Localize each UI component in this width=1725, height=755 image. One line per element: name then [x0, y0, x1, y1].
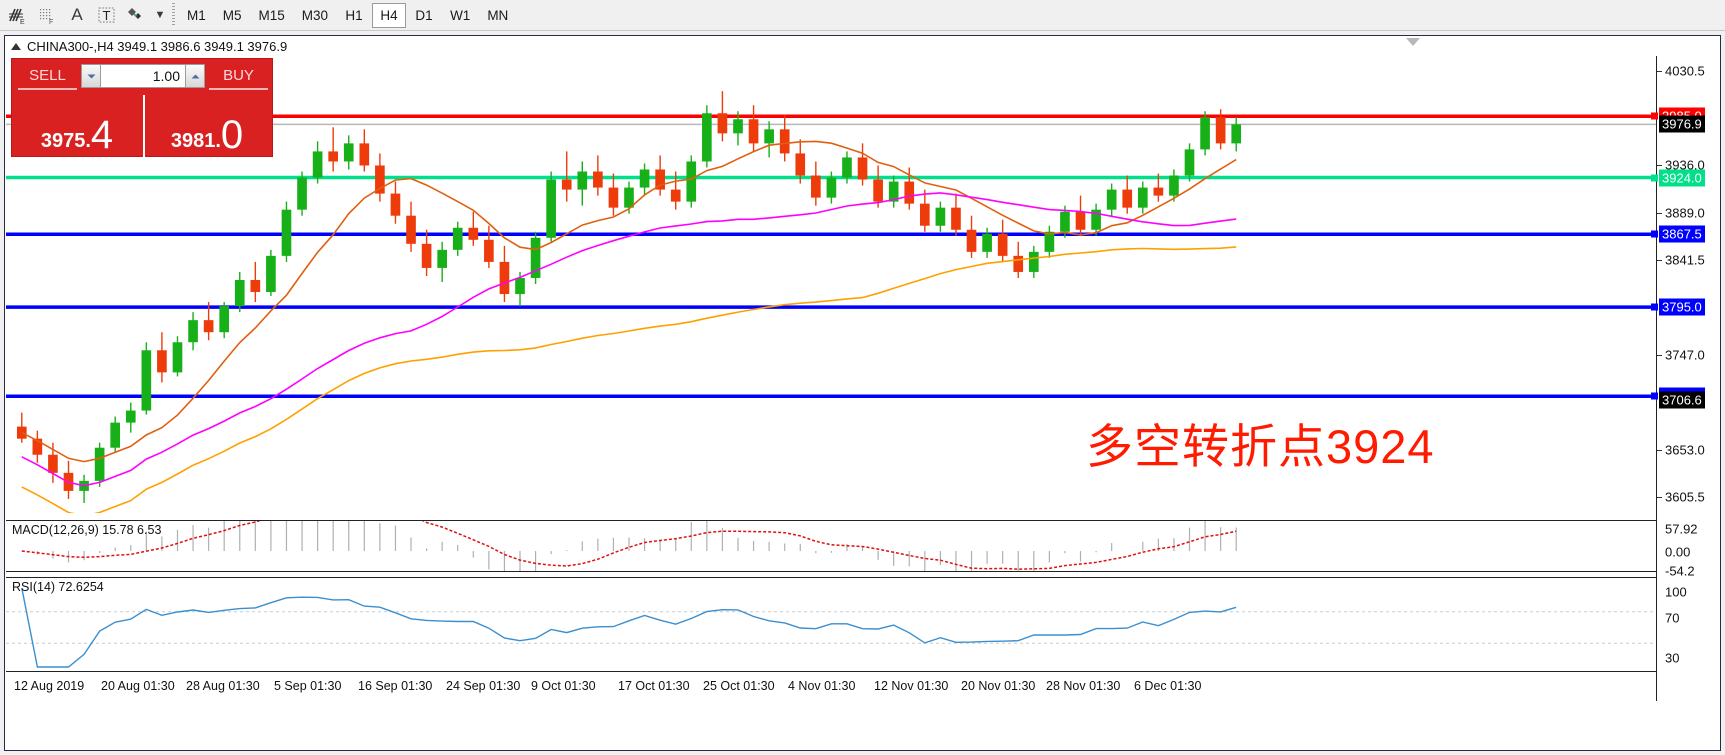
sell-button[interactable]: SELL [18, 63, 77, 90]
timeframe-mn[interactable]: MN [487, 7, 509, 23]
price-axis-label: 3841.5 [1665, 252, 1705, 268]
rsi-pane[interactable]: RSI(14) 72.6254 [6, 577, 1656, 670]
sell-price-dot: . [85, 130, 91, 152]
price-axis-label: 3889.0 [1665, 205, 1705, 221]
time-axis-label: 28 Aug 01:30 [186, 679, 260, 693]
time-axis-label: 20 Aug 01:30 [101, 679, 175, 693]
buy-price[interactable]: 3981 . 0 [142, 91, 272, 157]
timeframe-m5[interactable]: M5 [222, 7, 242, 23]
time-axis-label: 9 Oct 01:30 [531, 679, 596, 693]
price-axis-label: 3653.0 [1665, 442, 1705, 458]
sell-price-fraction: 4 [90, 112, 114, 157]
price-axis-label: 3747.0 [1665, 347, 1705, 363]
chart-header: CHINA300-,H4 3949.1 3986.6 3949.1 3976.9 [5, 36, 1720, 56]
time-axis-label: 24 Sep 01:30 [446, 679, 521, 693]
text-icon[interactable]: A [71, 5, 83, 24]
buy-price-dot: . [215, 130, 221, 152]
text-label-icon[interactable]: T [92, 2, 122, 28]
time-axis-label: 20 Nov 01:30 [961, 679, 1036, 693]
macd-plot [21, 521, 1237, 571]
volume-increase-icon[interactable] [185, 64, 205, 88]
trade-panel-prices: 3975 . 4 3981 . 0 [12, 91, 272, 157]
chart-symbol-info: CHINA300-,H4 3949.1 3986.6 3949.1 3976.9 [27, 38, 288, 54]
time-axis-label: 12 Nov 01:30 [874, 679, 949, 693]
rsi-axis-label-100: 100 [1665, 584, 1687, 600]
time-axis-label: 16 Sep 01:30 [358, 679, 433, 693]
price-chart-pane[interactable]: 多空转折点3924 [6, 56, 1656, 513]
trade-panel-divider [143, 95, 145, 157]
macd-pane[interactable]: MACD(12,26,9) 15.78 6.53 [6, 520, 1656, 572]
indicator-axis: 57.92 0.00 -54.2 100 70 30 [1656, 520, 1720, 701]
timeframe-m1[interactable]: M1 [187, 7, 206, 23]
price-axis-chip[interactable]: 3795.0 [1659, 298, 1705, 316]
toolbar-separator [172, 3, 175, 27]
chevron-down-icon[interactable] [1406, 38, 1420, 46]
time-axis-label: 28 Nov 01:30 [1046, 679, 1121, 693]
price-axis-tick [1657, 449, 1662, 451]
price-axis-chip[interactable]: 3924.0 [1659, 169, 1705, 187]
price-axis-tick [1657, 165, 1662, 167]
macd-label: MACD(12,26,9) 15.78 6.53 [12, 523, 162, 537]
price-candles [6, 91, 1656, 513]
time-axis-label: 25 Oct 01:30 [703, 679, 775, 693]
price-level-marker [1651, 112, 1658, 120]
price-level-marker [1651, 392, 1658, 400]
chart-window: CHINA300-,H4 3949.1 3986.6 3949.1 3976.9… [4, 35, 1721, 751]
timeframe-d1[interactable]: D1 [415, 7, 433, 23]
volume-decrease-icon[interactable] [81, 64, 101, 88]
sell-price[interactable]: 3975 . 4 [12, 91, 142, 157]
objects-icon[interactable] [122, 2, 152, 28]
rsi-axis-label-70: 70 [1665, 610, 1680, 626]
time-axis[interactable]: 12 Aug 2019 20 Aug 01:30 28 Aug 01:30 5 Sep… [6, 671, 1656, 701]
rsi-label: RSI(14) 72.6254 [12, 580, 104, 594]
price-level-marker [1651, 230, 1658, 238]
macd-axis-label-min: -54.2 [1665, 563, 1695, 579]
rsi-axis-label-30: 30 [1665, 650, 1680, 666]
timeframe-m15[interactable]: M15 [258, 7, 285, 23]
time-axis-label: 17 Oct 01:30 [618, 679, 690, 693]
volume-stepper[interactable]: 1.00 [81, 64, 205, 88]
svg-text:E: E [20, 19, 25, 25]
buy-price-integer: 3981 [170, 130, 216, 152]
price-level-marker [1651, 174, 1658, 182]
price-axis-tick [1657, 70, 1662, 72]
price-level-marker [1651, 303, 1658, 311]
time-axis-label: 12 Aug 2019 [14, 679, 85, 693]
periods-icon[interactable]: F [32, 2, 62, 28]
trend-up-icon [11, 42, 21, 50]
macd-axis-label-max: 57.92 [1665, 521, 1698, 537]
svg-text:T: T [103, 8, 111, 23]
rsi-plot [6, 587, 1656, 668]
indicators-icon[interactable]: E [2, 2, 32, 28]
main-toolbar: E F A T [0, 0, 1725, 31]
timeframe-h4[interactable]: H4 [372, 2, 407, 28]
price-axis-label: 4030.5 [1665, 63, 1705, 79]
svg-text:F: F [49, 19, 53, 25]
time-axis-label: 6 Dec 01:30 [1134, 679, 1202, 693]
chart-annotation-text: 多空转折点3924 [1086, 420, 1435, 473]
price-axis-label: 3605.5 [1665, 489, 1705, 505]
macd-axis-label-zero: 0.00 [1665, 544, 1691, 560]
buy-button[interactable]: BUY [209, 63, 268, 90]
price-axis-tick [1657, 260, 1662, 262]
timeframe-m30[interactable]: M30 [301, 7, 329, 23]
buy-price-fraction: 0 [220, 112, 244, 157]
timeframe-w1[interactable]: W1 [450, 7, 471, 23]
price-axis-tick [1657, 355, 1662, 357]
timeframe-h1[interactable]: H1 [345, 7, 363, 23]
one-click-trading-panel[interactable]: SELL 1.00 BUY 3975 . 4 [11, 58, 273, 157]
price-axis-chip[interactable]: 3976.9 [1659, 115, 1705, 133]
price-axis-chip[interactable]: 3706.6 [1659, 391, 1705, 409]
time-axis-label: 4 Nov 01:30 [788, 679, 856, 693]
price-axis-chip[interactable]: 3867.5 [1659, 225, 1705, 243]
trade-panel-controls: SELL 1.00 BUY [12, 59, 272, 91]
dropdown-arrow-icon[interactable]: ▼ [154, 9, 166, 21]
price-axis-tick [1657, 212, 1662, 214]
time-axis-label: 5 Sep 01:30 [274, 679, 342, 693]
sell-price-integer: 3975 [40, 130, 86, 152]
volume-input[interactable]: 1.00 [101, 64, 185, 88]
price-axis-tick [1657, 497, 1662, 499]
